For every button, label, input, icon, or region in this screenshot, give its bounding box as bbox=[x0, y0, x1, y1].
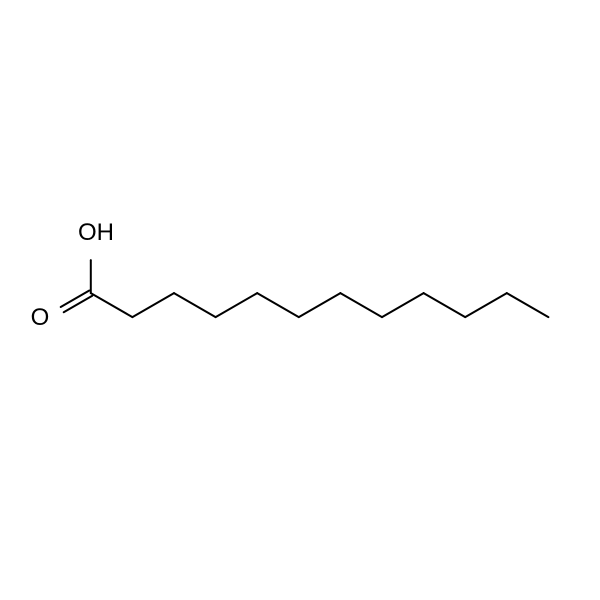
atom-label-O_double: O bbox=[31, 304, 50, 331]
bond bbox=[507, 293, 549, 317]
bond bbox=[257, 293, 299, 317]
bond bbox=[91, 293, 133, 317]
bond bbox=[424, 293, 466, 317]
molecule-diagram: O OH bbox=[0, 0, 600, 600]
bond bbox=[340, 293, 382, 317]
bond bbox=[465, 293, 507, 317]
atom-label-OH: OH bbox=[78, 219, 114, 246]
bond bbox=[382, 293, 424, 317]
bond bbox=[132, 293, 174, 317]
bond bbox=[174, 293, 216, 317]
bond bbox=[216, 293, 258, 317]
bond bbox=[299, 293, 341, 317]
